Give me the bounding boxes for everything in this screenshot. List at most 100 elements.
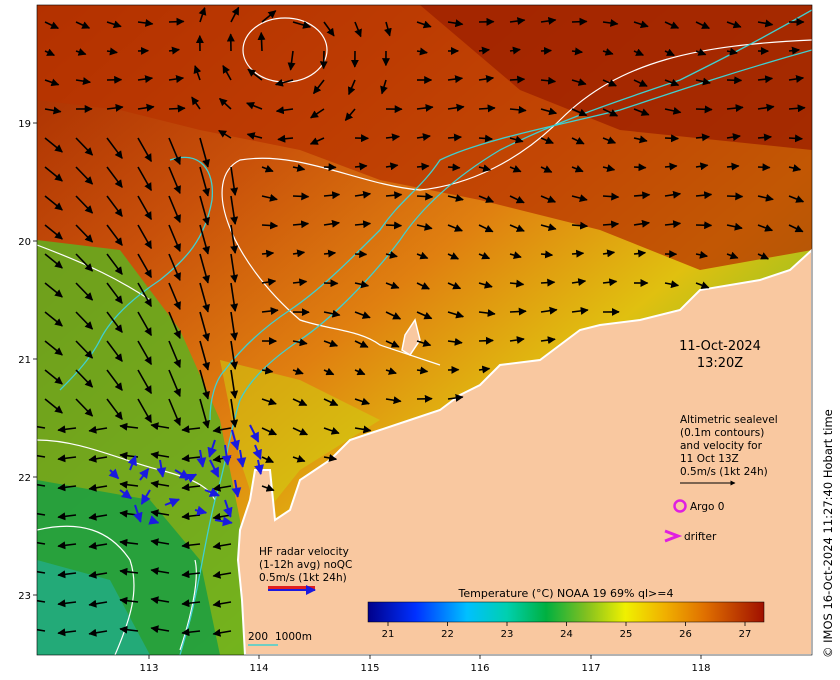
velocity-vector bbox=[478, 134, 493, 143]
sealevel-line1: Altimetric sealevel bbox=[680, 414, 778, 426]
velocity-vector bbox=[447, 163, 461, 172]
velocity-vector bbox=[168, 369, 181, 398]
velocity-vector bbox=[354, 311, 371, 319]
velocity-vector bbox=[44, 224, 63, 240]
radar-vector bbox=[230, 429, 240, 451]
radar-vector bbox=[148, 515, 160, 525]
velocity-vector bbox=[726, 162, 740, 171]
velocity-vector bbox=[247, 68, 263, 81]
velocity-vector bbox=[571, 137, 585, 145]
velocity-vector bbox=[150, 480, 170, 489]
velocity-vector bbox=[274, 78, 294, 87]
velocity-vector bbox=[106, 224, 123, 246]
velocity-vector bbox=[44, 78, 60, 87]
velocity-vector bbox=[695, 77, 711, 86]
velocity-vector bbox=[726, 251, 739, 260]
velocity-vector bbox=[447, 133, 462, 142]
velocity-vector bbox=[106, 253, 123, 275]
velocity-vector bbox=[540, 46, 552, 55]
velocity-vector bbox=[478, 46, 490, 55]
velocity-vector bbox=[354, 367, 366, 376]
velocity-vector bbox=[292, 220, 310, 229]
velocity-vector bbox=[416, 20, 432, 29]
velocity-vector bbox=[292, 427, 309, 436]
plot-frame bbox=[36, 4, 813, 656]
velocity-vector bbox=[44, 137, 63, 153]
radar-vector bbox=[156, 459, 167, 478]
velocity-vector bbox=[119, 538, 139, 547]
velocity-vector bbox=[261, 278, 277, 287]
velocity-vector bbox=[571, 108, 588, 117]
velocity-vector bbox=[44, 398, 63, 414]
velocity-vector bbox=[137, 224, 152, 250]
lat-tick-label: 19 bbox=[18, 119, 31, 130]
velocity-vector bbox=[119, 625, 139, 634]
velocity-vector bbox=[447, 394, 464, 402]
velocity-vector bbox=[230, 369, 239, 399]
velocity-vector bbox=[416, 282, 430, 290]
velocity-vector bbox=[150, 509, 170, 518]
lon-tick-label: 117 bbox=[581, 663, 600, 674]
velocity-vector bbox=[150, 596, 170, 605]
radar-vector bbox=[249, 424, 260, 443]
velocity-vector bbox=[540, 76, 557, 85]
radar-vector bbox=[133, 504, 143, 523]
timestamp-date: 11-Oct-2024 bbox=[679, 339, 761, 354]
velocity-vector bbox=[168, 282, 181, 311]
velocity-vector bbox=[88, 570, 108, 579]
velocity-vector bbox=[416, 251, 429, 260]
velocity-vector bbox=[119, 480, 139, 489]
velocity-vector bbox=[447, 281, 462, 290]
velocity-vector bbox=[44, 21, 60, 30]
velocity-vector bbox=[571, 17, 588, 26]
velocity-vector bbox=[150, 422, 170, 431]
velocity-vector bbox=[106, 369, 123, 391]
radar-vector bbox=[223, 499, 233, 518]
velocity-vector bbox=[137, 166, 152, 192]
velocity-vector bbox=[788, 134, 803, 143]
colorbar-tick-label: 23 bbox=[501, 629, 514, 640]
velocity-vector bbox=[344, 108, 356, 122]
velocity-vector bbox=[88, 454, 108, 463]
velocity-vector bbox=[277, 134, 294, 143]
velocity-vector bbox=[106, 103, 124, 112]
velocity-vector bbox=[261, 249, 275, 258]
velocity-vector bbox=[354, 21, 362, 38]
velocity-vector bbox=[509, 17, 526, 25]
contour-line-4 bbox=[37, 525, 135, 655]
radar-vector bbox=[196, 449, 207, 468]
velocity-vector bbox=[380, 79, 388, 95]
colorbar-tick-label: 25 bbox=[620, 629, 633, 640]
radar-vector bbox=[138, 467, 150, 481]
contour-line-3 bbox=[37, 439, 216, 501]
velocity-vector bbox=[757, 252, 770, 260]
velocity-vector bbox=[602, 220, 620, 229]
velocity-vector bbox=[168, 195, 181, 224]
velocity-vector bbox=[447, 310, 465, 319]
velocity-vector bbox=[354, 425, 372, 434]
velocity-vector bbox=[257, 31, 266, 52]
lon-axis: 113 114 115 116 117 118 bbox=[139, 655, 711, 674]
velocity-vector bbox=[757, 163, 771, 172]
sealevel-line4: 11 Oct 13Z bbox=[680, 453, 739, 465]
velocity-vector bbox=[212, 599, 232, 608]
velocity-vector bbox=[323, 339, 339, 348]
velocity-vector bbox=[695, 21, 711, 30]
velocity-vector bbox=[571, 165, 584, 173]
velocity-vector bbox=[695, 133, 710, 142]
velocity-vector bbox=[292, 278, 308, 287]
velocity-vector bbox=[788, 164, 802, 172]
land-mass bbox=[236, 248, 812, 655]
velocity-vector bbox=[757, 193, 774, 202]
velocity-vector bbox=[540, 306, 558, 315]
velocity-vector bbox=[602, 192, 620, 201]
velocity-vector bbox=[571, 78, 587, 86]
lon-tick-label: 115 bbox=[360, 663, 379, 674]
velocity-vector bbox=[385, 367, 397, 375]
velocity-vector bbox=[199, 340, 210, 371]
velocity-vector bbox=[198, 6, 207, 23]
velocity-vector bbox=[75, 398, 94, 417]
velocity-vector bbox=[602, 79, 617, 87]
velocity-vector bbox=[119, 596, 139, 605]
